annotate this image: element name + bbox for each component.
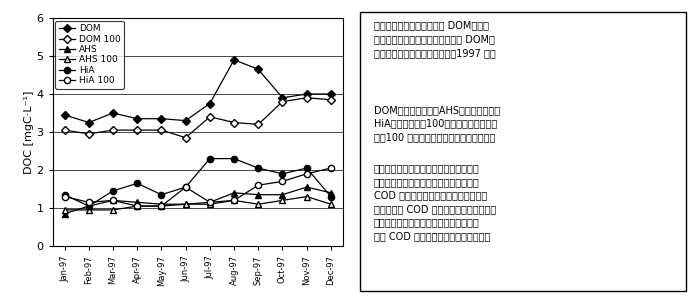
AHS <box>158 202 166 206</box>
AHS <box>85 204 93 208</box>
HiA 100 <box>230 199 238 202</box>
AHS <box>206 200 214 204</box>
DOM <box>60 113 69 117</box>
HiA 100 <box>279 180 287 183</box>
DOM 100 <box>327 98 335 101</box>
HiA <box>60 193 69 196</box>
Line: HiA 100: HiA 100 <box>62 165 334 209</box>
DOM <box>230 58 238 61</box>
Text: 図３　霧ヶ浦湖心における DOM，フミ
ン物質，親水性酸および難分解性 DOM，
フミン物質，親水性酸の動態（1997 年）: 図３ 霧ヶ浦湖心における DOM，フミ ン物質，親水性酸および難分解性 DOM，… <box>374 20 496 58</box>
DOM 100 <box>302 96 311 100</box>
AHS 100 <box>254 202 262 206</box>
AHS 100 <box>302 195 311 198</box>
AHS 100 <box>327 202 335 206</box>
AHS 100 <box>279 199 287 202</box>
AHS 100 <box>158 204 166 208</box>
DOM 100 <box>181 136 190 140</box>
AHS <box>279 193 287 196</box>
HiA <box>108 189 117 193</box>
AHS 100 <box>85 208 93 212</box>
DOM 100 <box>108 128 117 132</box>
Line: DOM: DOM <box>62 57 334 126</box>
HiA <box>279 172 287 175</box>
DOM <box>158 117 166 121</box>
HiA 100 <box>181 185 190 189</box>
AHS 100 <box>230 199 238 202</box>
HiA 100 <box>302 172 311 175</box>
AHS <box>181 202 190 206</box>
AHS 100 <box>181 202 190 206</box>
HiA <box>230 157 238 160</box>
HiA 100 <box>108 199 117 202</box>
DOM 100 <box>85 132 93 136</box>
DOM 100 <box>230 121 238 124</box>
DOM 100 <box>133 128 141 132</box>
DOM <box>85 121 93 124</box>
DOM <box>327 92 335 96</box>
Y-axis label: DOC [mgC·L⁻¹]: DOC [mgC·L⁻¹] <box>24 90 34 174</box>
DOM <box>181 119 190 122</box>
DOM <box>279 96 287 100</box>
DOM <box>254 68 262 71</box>
Line: AHS: AHS <box>62 184 334 217</box>
HiA 100 <box>85 200 93 204</box>
AHS <box>327 191 335 195</box>
HiA <box>254 166 262 170</box>
AHS <box>60 212 69 215</box>
AHS 100 <box>133 204 141 208</box>
Text: DOM：溶存有機物，AHS：フミン物質，
HiA：親水性酸，100：難分解性分画を示
す（100 日間生分解試験後のサンプル）。: DOM：溶存有機物，AHS：フミン物質， HiA：親水性酸，100：難分解性分画… <box>374 105 500 142</box>
AHS <box>133 200 141 204</box>
HiA <box>85 204 93 208</box>
Line: AHS 100: AHS 100 <box>62 194 334 213</box>
AHS <box>254 193 262 196</box>
DOM 100 <box>60 128 69 132</box>
AHS 100 <box>108 208 117 212</box>
AHS <box>230 191 238 195</box>
HiA 100 <box>133 204 141 208</box>
DOM <box>108 111 117 115</box>
DOM <box>133 117 141 121</box>
HiA <box>302 166 311 170</box>
HiA <box>181 185 190 189</box>
DOM <box>302 92 311 96</box>
AHS 100 <box>206 202 214 206</box>
DOM <box>206 102 214 105</box>
Text: 親水性酸は冬期で極めて難分解性。冬期
に難分解性親水性酸が増大する。湖沼で
COD 濃度が漸増するのは，例年に比べ
て，冬期に COD 濃度が上昇することに因
: 親水性酸は冬期で極めて難分解性。冬期 に難分解性親水性酸が増大する。湖沼で CO… <box>374 163 496 241</box>
Line: HiA: HiA <box>62 155 334 209</box>
DOM 100 <box>206 115 214 119</box>
HiA 100 <box>327 166 335 170</box>
HiA <box>327 195 335 198</box>
DOM 100 <box>279 100 287 103</box>
HiA 100 <box>206 200 214 204</box>
HiA <box>206 157 214 160</box>
HiA <box>158 193 166 196</box>
HiA 100 <box>158 204 166 208</box>
DOM 100 <box>254 123 262 126</box>
HiA 100 <box>254 183 262 187</box>
HiA 100 <box>60 195 69 198</box>
AHS <box>302 185 311 189</box>
Line: DOM 100: DOM 100 <box>62 95 334 141</box>
HiA <box>133 182 141 185</box>
DOM 100 <box>158 128 166 132</box>
Legend: DOM, DOM 100, AHS, AHS 100, HiA, HiA 100: DOM, DOM 100, AHS, AHS 100, HiA, HiA 100 <box>55 21 124 89</box>
AHS 100 <box>60 208 69 212</box>
AHS <box>108 199 117 202</box>
